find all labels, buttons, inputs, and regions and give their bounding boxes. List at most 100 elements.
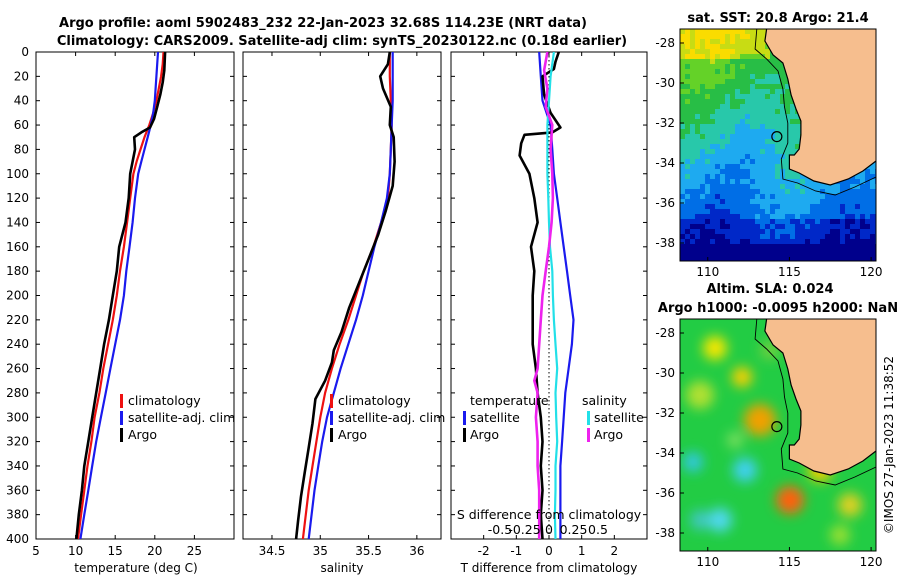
sla-map-subtitle: Argo h1000: -0.0095 h2000: NaN	[658, 301, 898, 316]
depth-tick-label: 320	[6, 435, 29, 449]
depth-tick-label: 60	[14, 118, 29, 132]
series-line-salinity-argo	[533, 52, 555, 539]
map-y-tick-label: -30	[655, 76, 675, 90]
legend-label-argo: Argo	[128, 427, 157, 442]
salinity-xlabel: salinity	[320, 561, 363, 575]
map-y-tick-label: -32	[655, 406, 675, 420]
legend-label-satellite: satellite-adj. clim	[128, 410, 235, 425]
map-y-tick-label: -34	[655, 446, 675, 460]
legend-swatch-temp-argo	[463, 428, 466, 442]
sla-map-frame	[679, 318, 877, 552]
map-x-tick-label: 110	[696, 265, 719, 279]
series-line-satellite-adj-clim	[79, 52, 160, 539]
depth-tick-label: 240	[6, 337, 29, 351]
x-tick-label: 34.5	[259, 544, 286, 558]
legend-label-temp-satellite: satellite	[470, 410, 520, 425]
sla-map-title: Altim. SLA: 0.024	[707, 282, 834, 297]
map-y-tick-label: -32	[655, 116, 675, 130]
legend-label-satellite: satellite-adj. clim	[338, 410, 445, 425]
s-difference-tick-label: 0	[545, 522, 553, 537]
sst-map	[680, 29, 876, 261]
x-tick-label: 20	[147, 544, 162, 558]
s-difference-tick-label: 0.5	[588, 522, 608, 537]
map-x-tick-label: 120	[860, 265, 883, 279]
x-tick-label: -2	[478, 544, 490, 558]
legend-label-climatology: climatology	[338, 393, 411, 408]
sla-map-ticks: 110 115 120 -28 -30 -32 -34 -36 -38	[655, 326, 882, 569]
depth-tick-label: 380	[6, 508, 29, 522]
depth-tick-label: 160	[6, 240, 29, 254]
difference-ticks: -2 -1 0 1 2	[451, 51, 647, 558]
map-x-tick-label: 110	[696, 555, 719, 569]
x-tick-label: 35	[313, 544, 328, 558]
depth-tick-label: 20	[14, 69, 29, 83]
temperature-legend: climatology satellite-adj. clim Argo	[120, 393, 235, 442]
x-tick-label: 10	[68, 544, 83, 558]
argo-position-marker	[771, 131, 783, 143]
legend-swatch-satellite	[120, 411, 123, 425]
depth-tick-label: 120	[6, 191, 29, 205]
depth-tick-label: 180	[6, 264, 29, 278]
coastline	[764, 29, 876, 186]
depth-tick-label: 340	[6, 459, 29, 473]
shelf-contour	[754, 29, 876, 196]
salinity-legend: climatology satellite-adj. clim Argo	[330, 393, 445, 442]
figure-title-line1: Argo profile: aoml 5902483_232 22-Jan-20…	[59, 16, 587, 31]
legend-heading-salinity: salinity	[582, 393, 627, 408]
temperature-series	[75, 52, 167, 539]
legend-heading-temperature: temperature	[470, 393, 549, 408]
s-difference-tick-label: -0.5	[488, 522, 512, 537]
depth-tick-label: 220	[6, 313, 29, 327]
depth-tick-label: 0	[21, 45, 29, 59]
legend-label-argo: Argo	[338, 427, 367, 442]
series-line-argo	[294, 52, 396, 539]
map-y-tick-label: -36	[655, 196, 675, 210]
map-y-tick-label: -30	[655, 366, 675, 380]
sst-map-title: sat. SST: 20.8 Argo: 21.4	[687, 11, 868, 26]
depth-tick-label: 140	[6, 215, 29, 229]
temperature-ticks: 5 10 15 20 25	[32, 51, 234, 558]
sst-map-ticks: 110 115 120 -28 -30 -32 -34 -36 -38	[655, 36, 882, 279]
legend-swatch-satellite	[330, 411, 333, 425]
x-tick-label: 2	[611, 544, 619, 558]
difference-xlabel: T difference from climatology	[460, 561, 638, 575]
depth-axis: 0 20 40 60 80 100 120 140 160 180 200 220 240 260 280 3…	[6, 45, 29, 546]
salinity-ticks: 34.5 35 35.5 36	[243, 51, 441, 558]
depth-tick-label: 260	[6, 362, 29, 376]
shelf-contour	[754, 319, 876, 486]
x-tick-label: -1	[510, 544, 522, 558]
map-y-tick-label: -28	[655, 36, 675, 50]
difference-legend: temperature salinity satellite Argo sate…	[463, 393, 644, 442]
x-tick-label: 35.5	[355, 544, 382, 558]
figure-title-line2: Climatology: CARS2009. Satellite-adj cli…	[57, 34, 627, 49]
depth-tick-label: 80	[14, 142, 29, 156]
salinity-series	[294, 52, 396, 539]
map-y-tick-label: -28	[655, 326, 675, 340]
x-tick-label: 25	[187, 544, 202, 558]
legend-swatch-sal-argo	[587, 428, 590, 442]
depth-tick-label: 40	[14, 94, 29, 108]
map-x-tick-label: 120	[860, 555, 883, 569]
temperature-xlabel: temperature (deg C)	[74, 561, 197, 575]
argo-position-marker	[771, 421, 783, 433]
map-y-tick-label: -36	[655, 486, 675, 500]
legend-swatch-argo	[330, 428, 333, 442]
x-tick-label: 0	[545, 544, 553, 558]
legend-label-climatology: climatology	[128, 393, 201, 408]
legend-label-temp-argo: Argo	[470, 427, 499, 442]
series-line-climatology	[76, 52, 165, 539]
legend-label-sal-argo: Argo	[594, 427, 623, 442]
depth-tick-label: 360	[6, 483, 29, 497]
land-mask	[764, 319, 876, 475]
depth-tick-label: 200	[6, 289, 29, 303]
legend-swatch-climatology	[330, 394, 333, 408]
s-difference-tick-label: -0.25	[508, 522, 540, 537]
map-x-tick-label: 115	[778, 265, 801, 279]
s-difference-label: S difference from climatology	[457, 507, 642, 522]
legend-swatch-sal-satellite	[587, 411, 590, 425]
land-mask	[764, 29, 876, 185]
legend-swatch-climatology	[120, 394, 123, 408]
depth-tick-label: 300	[6, 410, 29, 424]
imos-timestamp: ©IMOS 27-Jan-2023 11:38:52	[882, 356, 896, 534]
